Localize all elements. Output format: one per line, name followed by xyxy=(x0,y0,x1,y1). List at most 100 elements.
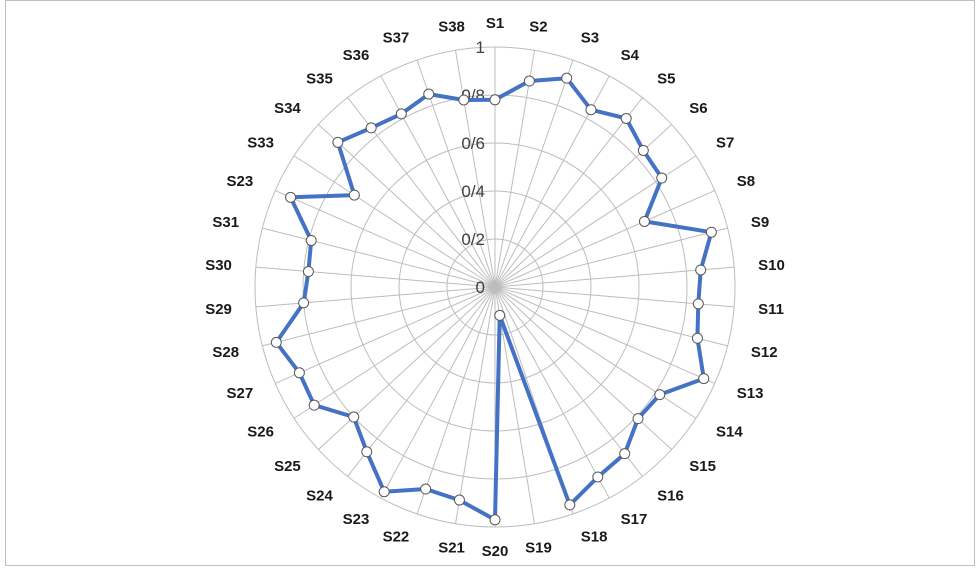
grid-spoke xyxy=(494,286,728,347)
chart-frame: 0 0/2 0/4 0/6 0/8 1 S1 S2 S3 S4 S5 S6 S7 S8 S9 S10 S11 S… xyxy=(5,0,975,566)
category-label: S23 xyxy=(343,511,370,528)
category-label: S6 xyxy=(689,100,707,117)
data-point xyxy=(453,494,465,506)
data-point xyxy=(420,483,432,495)
grid-spoke xyxy=(262,227,496,288)
radar-chart: 00/20/40/60/81 S1 S2S3S4S5S6S7S8S9S10S11S… xyxy=(205,15,785,560)
grid-spoke xyxy=(318,124,496,288)
data-point xyxy=(348,189,360,201)
category-label: S4 xyxy=(621,47,640,64)
grid-spoke xyxy=(416,286,496,515)
category-label: S33 xyxy=(247,135,274,152)
data-point xyxy=(564,499,576,511)
tick-label: 0 xyxy=(476,278,485,297)
category-label: S14 xyxy=(716,423,743,440)
data-point xyxy=(348,411,360,423)
category-label: S16 xyxy=(657,487,684,504)
data-point xyxy=(494,309,506,321)
grid-spoke xyxy=(494,97,643,288)
data-point xyxy=(695,264,707,276)
data-point xyxy=(378,486,390,498)
data-point xyxy=(585,104,597,116)
grid-spoke xyxy=(494,190,715,288)
category-label: S1 xyxy=(486,15,504,32)
data-point xyxy=(592,471,604,483)
grid-spoke xyxy=(494,286,643,477)
data-point xyxy=(285,191,297,203)
category-label: S22 xyxy=(383,529,410,546)
category-label: S29 xyxy=(205,301,232,318)
category-label: S13 xyxy=(737,385,764,402)
grid-spoke xyxy=(494,286,610,499)
grid-spoke xyxy=(275,286,496,384)
data-point xyxy=(489,94,501,106)
grid-spoke xyxy=(262,286,496,347)
grid-spoke xyxy=(293,286,496,419)
data-point xyxy=(691,332,703,344)
category-label: S5 xyxy=(657,71,675,88)
category-label: S9 xyxy=(751,214,769,231)
category-label: S12 xyxy=(751,344,778,361)
data-point xyxy=(293,367,305,379)
tick-label: 0/4 xyxy=(461,182,485,201)
data-point xyxy=(523,75,535,87)
grid-spoke xyxy=(275,190,496,288)
category-label: S25 xyxy=(274,458,301,475)
series-layer xyxy=(270,72,717,526)
grid-spoke xyxy=(347,286,496,477)
data-point xyxy=(305,234,317,246)
grid-spoke xyxy=(318,286,496,450)
data-point xyxy=(270,336,282,348)
grid-ring xyxy=(446,238,544,336)
tick-labels: 00/20/40/60/81 xyxy=(461,38,485,297)
category-label: S38 xyxy=(438,19,465,36)
data-point xyxy=(332,136,344,148)
data-point xyxy=(458,94,470,106)
grid-spoke xyxy=(255,266,496,288)
data-point xyxy=(298,297,310,309)
category-label: S28 xyxy=(212,344,239,361)
category-label: S18 xyxy=(581,529,608,546)
category-label: S19 xyxy=(525,539,552,556)
category-label: S10 xyxy=(758,257,785,274)
data-point xyxy=(561,72,573,84)
category-label: S23 xyxy=(227,173,254,190)
data-point xyxy=(705,226,717,238)
tick-label: 0/6 xyxy=(461,134,485,153)
data-point xyxy=(632,413,644,425)
category-labels: S1 S2 S3 S4 S5 S6 S7 S8 S9 S10 S11 S12 S13 S14 S15 S16 S… xyxy=(205,15,785,560)
grid-spoke xyxy=(380,286,496,499)
category-label: S15 xyxy=(689,458,716,475)
category-label: S35 xyxy=(306,71,333,88)
category-label: S11 xyxy=(758,301,784,318)
category-label: S21 xyxy=(438,539,465,556)
grid-spoke xyxy=(494,286,697,419)
grid-spoke xyxy=(455,50,496,288)
data-point xyxy=(308,399,320,411)
category-label: S20 xyxy=(482,543,509,560)
data-point xyxy=(638,215,650,227)
data-point xyxy=(395,108,407,120)
category-label: S26 xyxy=(247,423,274,440)
category-label: S24 xyxy=(306,487,333,504)
category-label: S34 xyxy=(274,100,301,117)
data-point xyxy=(692,298,704,310)
data-point xyxy=(361,446,373,458)
category-label: S7 xyxy=(716,135,734,152)
grid-ring xyxy=(254,46,736,528)
category-label: S8 xyxy=(737,173,755,190)
tick-label: 1 xyxy=(476,38,485,57)
grid-spoke xyxy=(494,227,728,288)
grid-ring xyxy=(398,190,592,384)
data-point xyxy=(654,389,666,401)
category-label: S31 xyxy=(212,214,239,231)
grid-spoke xyxy=(455,286,496,524)
category-label: S27 xyxy=(227,385,254,402)
grid-spoke xyxy=(494,50,535,288)
grid-spoke xyxy=(293,155,496,288)
grid-spoke xyxy=(494,266,735,288)
data-point xyxy=(698,373,710,385)
category-label: S37 xyxy=(383,29,410,46)
grid-spoke xyxy=(255,286,496,308)
tick-label: 0/2 xyxy=(461,230,485,249)
